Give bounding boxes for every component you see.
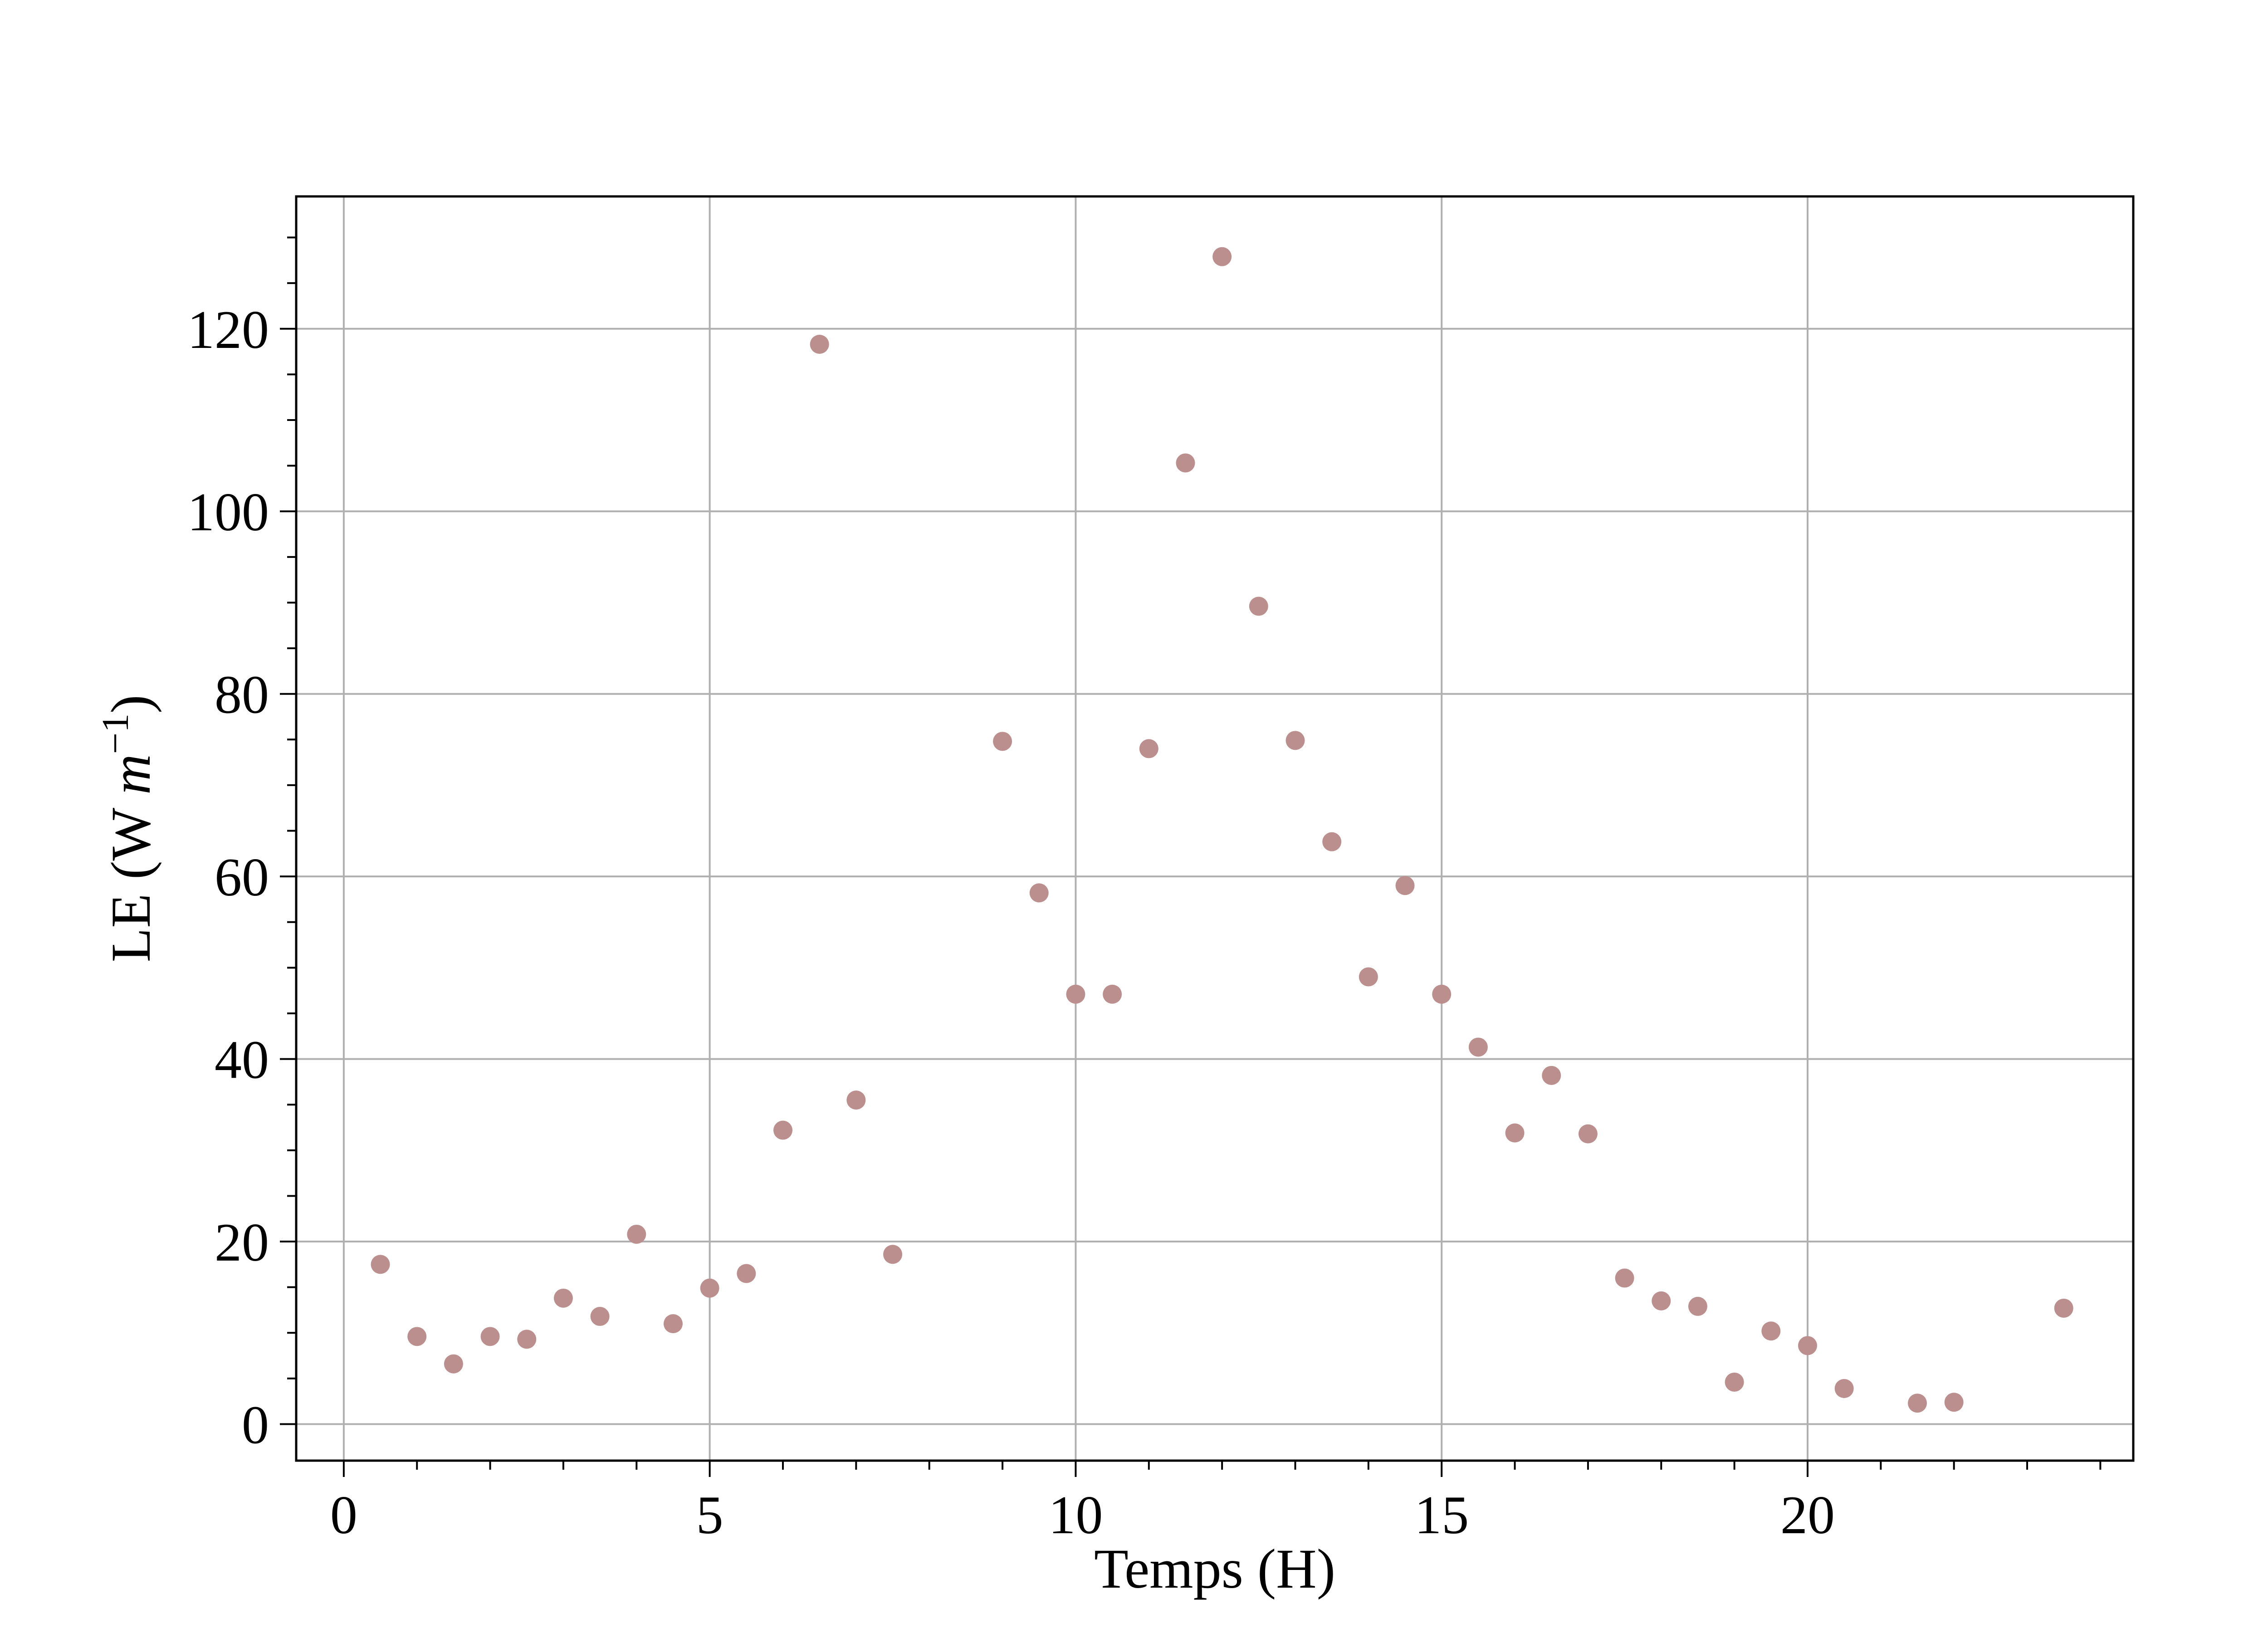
data-point [590, 1307, 610, 1326]
y-axis-label-suffix: ) [100, 695, 162, 714]
data-point [1834, 1379, 1854, 1398]
data-point [1139, 739, 1158, 758]
y-tick-label: 120 [187, 299, 269, 360]
data-point [773, 1120, 793, 1140]
data-point [627, 1224, 646, 1244]
x-tick-labels: 0 5 10 15 20 [330, 1485, 1835, 1545]
minor-ticks [287, 236, 2102, 1470]
data-point [1286, 731, 1305, 750]
y-axis-label-sup: −1 [94, 714, 137, 754]
data-point [1029, 883, 1049, 903]
y-tick-label: 100 [187, 482, 269, 542]
data-point [1176, 453, 1195, 473]
data-point [1798, 1336, 1817, 1355]
grid [296, 196, 2133, 1461]
data-point [1688, 1296, 1707, 1316]
data-point [1725, 1372, 1744, 1392]
x-tick-label: 5 [696, 1485, 723, 1545]
data-point [663, 1314, 683, 1334]
data-point [1066, 984, 1085, 1004]
data-point [2054, 1298, 2073, 1318]
data-point [1908, 1393, 1927, 1413]
y-tick-label: 0 [242, 1395, 269, 1455]
y-tick-label: 20 [215, 1212, 269, 1272]
data-point [1395, 876, 1415, 895]
y-tick-label: 80 [215, 665, 269, 725]
data-point [371, 1255, 390, 1274]
data-point [1468, 1037, 1488, 1057]
data-points [371, 247, 2073, 1413]
data-point [810, 334, 829, 354]
data-point [1542, 1066, 1561, 1085]
x-tick-label: 0 [330, 1485, 357, 1545]
data-point [517, 1330, 537, 1349]
data-point [993, 732, 1012, 751]
x-tick-label: 10 [1048, 1485, 1103, 1545]
data-point [444, 1354, 463, 1374]
data-point [883, 1245, 903, 1264]
y-tick-labels: 0 20 40 60 80 100 120 [187, 299, 269, 1455]
data-point [1615, 1268, 1634, 1288]
y-axis-label-var: m [100, 754, 162, 795]
data-point [553, 1288, 573, 1308]
data-point [1944, 1393, 1964, 1412]
data-point [1322, 832, 1342, 851]
data-point [700, 1278, 719, 1298]
data-point [1103, 984, 1122, 1004]
data-point [1249, 596, 1268, 616]
x-tick-label: 20 [1780, 1485, 1835, 1545]
data-point [407, 1327, 427, 1346]
data-point [1652, 1291, 1671, 1310]
data-point [1359, 967, 1378, 987]
y-tick-label: 40 [215, 1030, 269, 1090]
data-point [1761, 1321, 1781, 1341]
plot-frame [295, 195, 2135, 1462]
data-point [1505, 1123, 1525, 1143]
data-point [737, 1264, 756, 1283]
data-point [1212, 247, 1232, 266]
x-tick-label: 15 [1414, 1485, 1469, 1545]
data-point [480, 1327, 500, 1346]
data-point [1432, 984, 1452, 1004]
x-axis-label: Temps (H) [1094, 1538, 1335, 1600]
y-axis-label: LE (W m−1) [94, 695, 162, 963]
major-ticks [280, 328, 1809, 1477]
y-tick-label: 60 [215, 847, 269, 907]
data-point [1578, 1124, 1598, 1144]
data-point [846, 1090, 866, 1110]
y-axis-label-prefix: LE (W [100, 795, 162, 963]
